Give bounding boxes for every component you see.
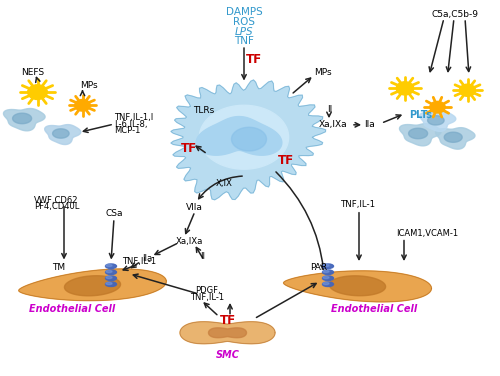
Text: Xa,IXa: Xa,IXa: [319, 120, 348, 129]
Polygon shape: [171, 80, 326, 200]
Circle shape: [28, 85, 48, 100]
Text: ROS: ROS: [233, 17, 255, 27]
Polygon shape: [19, 269, 166, 300]
Text: Endothelial Cell: Endothelial Cell: [30, 304, 116, 314]
Text: Endothelial Cell: Endothelial Cell: [331, 304, 417, 314]
Text: MPs: MPs: [80, 81, 98, 90]
Text: MCP-1: MCP-1: [114, 126, 140, 135]
Text: IIa: IIa: [142, 254, 152, 263]
Text: TF: TF: [278, 155, 294, 167]
Ellipse shape: [106, 264, 117, 268]
Text: TNF,IL-1: TNF,IL-1: [122, 257, 156, 266]
Polygon shape: [4, 109, 45, 131]
Text: X,IX: X,IX: [216, 179, 232, 188]
Text: VIIa: VIIa: [186, 203, 202, 212]
Text: IIa: IIa: [364, 120, 375, 129]
Ellipse shape: [106, 282, 117, 287]
Text: TNF,IL-1,I: TNF,IL-1,I: [114, 113, 153, 122]
Text: PAR: PAR: [310, 263, 328, 272]
Text: ICAM1,VCAM-1: ICAM1,VCAM-1: [396, 229, 458, 238]
Text: II: II: [328, 105, 333, 114]
Ellipse shape: [322, 270, 334, 274]
Ellipse shape: [323, 276, 329, 279]
Polygon shape: [428, 116, 444, 125]
Polygon shape: [444, 132, 462, 142]
Polygon shape: [436, 128, 475, 149]
Polygon shape: [52, 129, 69, 138]
Text: TNF,IL-1: TNF,IL-1: [190, 293, 224, 302]
Ellipse shape: [323, 264, 329, 267]
Text: TF: TF: [220, 314, 236, 327]
Ellipse shape: [106, 264, 112, 267]
Ellipse shape: [106, 276, 112, 279]
Text: TF: TF: [246, 53, 262, 66]
Text: TNF: TNF: [234, 36, 254, 46]
Ellipse shape: [106, 270, 112, 273]
Polygon shape: [232, 127, 266, 151]
Ellipse shape: [106, 270, 117, 274]
Text: L-6,IL-8,: L-6,IL-8,: [114, 120, 148, 129]
Polygon shape: [284, 271, 432, 302]
Text: SMC: SMC: [216, 350, 240, 360]
Circle shape: [396, 82, 414, 95]
Polygon shape: [196, 117, 282, 155]
Text: II: II: [200, 252, 205, 261]
Text: Xa,IXa: Xa,IXa: [176, 237, 204, 246]
Ellipse shape: [323, 270, 329, 273]
Polygon shape: [64, 276, 120, 296]
Text: CSa: CSa: [105, 209, 123, 218]
Text: NEFS: NEFS: [21, 68, 44, 77]
Text: C5a,C5b-9: C5a,C5b-9: [432, 10, 478, 19]
Text: MPs: MPs: [314, 68, 332, 77]
Text: TLRs: TLRs: [194, 106, 214, 115]
Polygon shape: [208, 328, 246, 338]
Text: VWF,CD62: VWF,CD62: [34, 196, 78, 205]
Circle shape: [430, 102, 445, 113]
Text: TF: TF: [181, 142, 197, 155]
Polygon shape: [408, 128, 428, 139]
Polygon shape: [44, 124, 81, 144]
Text: DAMPS: DAMPS: [226, 7, 262, 17]
Text: TNF,IL-1: TNF,IL-1: [342, 200, 376, 209]
Circle shape: [75, 100, 90, 111]
Text: PDGF,: PDGF,: [194, 286, 220, 295]
Ellipse shape: [106, 282, 112, 285]
Text: PLTs: PLTs: [409, 110, 432, 120]
Polygon shape: [180, 322, 275, 344]
Text: LPS: LPS: [234, 27, 254, 36]
Text: PF4,CD40L: PF4,CD40L: [34, 202, 80, 211]
Polygon shape: [400, 124, 441, 146]
Ellipse shape: [322, 282, 334, 287]
Ellipse shape: [323, 282, 329, 285]
Polygon shape: [200, 105, 288, 169]
Ellipse shape: [106, 276, 117, 280]
Polygon shape: [12, 113, 32, 124]
Polygon shape: [420, 111, 456, 131]
Text: TM: TM: [52, 263, 66, 272]
Ellipse shape: [322, 276, 334, 280]
Ellipse shape: [322, 264, 334, 268]
Polygon shape: [330, 276, 386, 296]
Circle shape: [460, 84, 475, 96]
